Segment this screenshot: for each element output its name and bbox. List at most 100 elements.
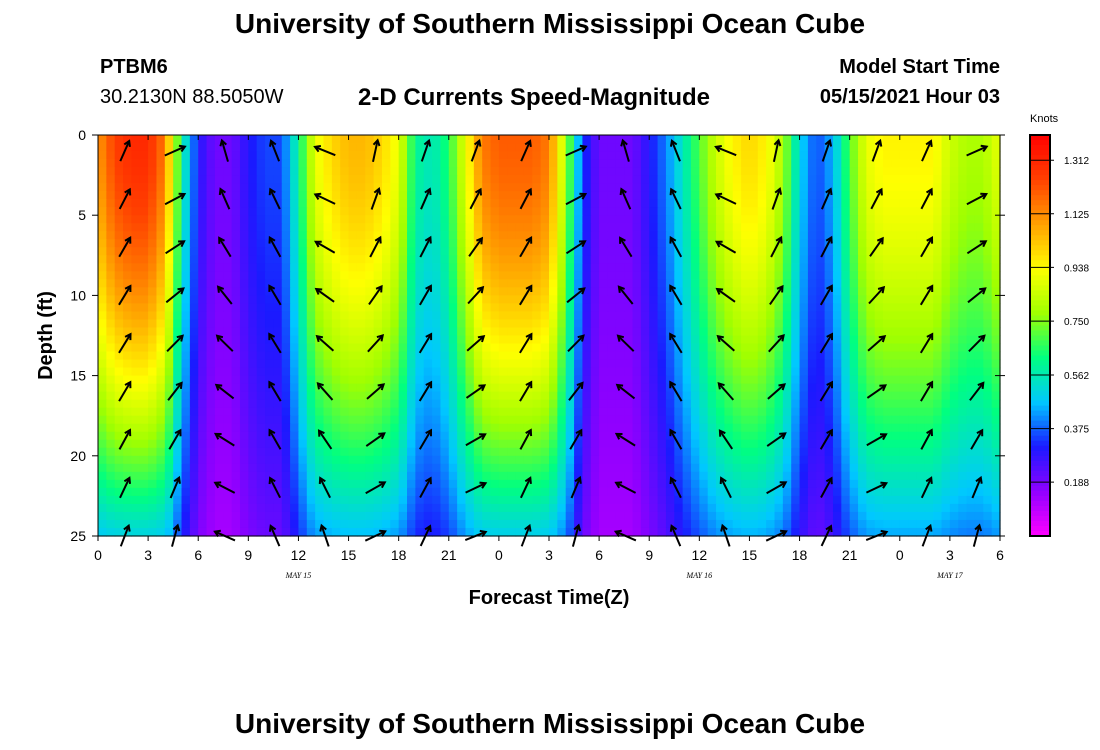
heat-cell [407,439,416,449]
heat-cell [173,351,183,361]
heat-cell [281,135,291,144]
heat-cell [732,271,742,280]
heat-cell [774,231,784,240]
heat-cell [724,407,734,417]
heat-cell [482,263,492,272]
heat-cell [883,207,893,216]
heat-cell [156,191,166,200]
heat-cell [949,463,959,473]
heat-cell [732,279,742,288]
heat-cell [432,383,442,393]
heat-cell [816,351,826,361]
heat-cell [690,359,700,369]
heat-cell [816,367,826,377]
heat-cell [807,439,817,449]
heat-cell [373,415,383,425]
heat-cell [206,439,216,449]
heat-cell [574,399,584,409]
heat-cell [181,191,191,200]
heat-cell [849,455,859,465]
heat-cell [949,271,959,280]
heat-cell [407,151,416,160]
heat-cell [373,495,383,505]
heat-cell [741,287,751,296]
heat-cell [98,463,107,473]
heat-cell [106,375,116,385]
heat-cell [432,247,442,256]
heat-cell [507,343,517,353]
heat-cell [899,263,909,272]
heat-cell [273,231,283,240]
heat-cell [432,207,442,216]
heat-cell [924,143,934,152]
heat-cell [858,255,867,264]
heat-cell [624,239,634,248]
heat-cell [624,287,634,296]
heat-cell [164,351,174,361]
heat-cell [306,447,316,457]
heat-cell [532,215,542,224]
heat-cell [239,143,249,152]
heat-cell [181,343,191,353]
heat-cell [574,183,584,192]
heat-cell [256,431,266,441]
heat-cell [574,455,584,465]
heat-cell [866,359,876,369]
heat-cell [983,367,993,377]
heat-cell [331,423,341,433]
heat-cell [356,207,366,216]
heat-cell [98,439,107,449]
heat-cell [849,375,859,385]
heat-cell [189,287,199,296]
heat-cell [682,231,692,240]
heat-cell [640,319,650,329]
heat-cell [974,487,984,497]
heat-cell [974,415,984,425]
heat-cell [657,135,667,144]
heat-cell [716,455,725,465]
heat-cell [507,263,517,272]
heat-cell [214,303,224,313]
heat-cell [256,367,266,377]
heat-cell [482,383,492,393]
heat-cell [749,327,759,337]
heat-cell [348,447,358,457]
heat-cell [799,271,809,280]
heat-cell [941,399,951,409]
heat-cell [724,215,734,224]
heat-cell [457,287,467,296]
heat-cell [883,447,893,457]
heat-cell [290,447,300,457]
heat-cell [482,359,492,369]
heat-cell [198,431,208,441]
heat-cell [198,351,208,361]
heat-cell [507,255,517,264]
heat-cell [490,375,500,385]
heat-cell [398,343,408,353]
heat-cell [148,327,158,337]
heat-cell [766,167,776,176]
heat-cell [949,391,959,401]
heat-cell [498,183,508,192]
heat-cell [415,295,425,305]
heat-cell [649,455,659,465]
heat-cell [966,303,976,313]
heat-cell [582,343,592,353]
heat-cell [440,375,450,385]
heat-cell [114,255,124,264]
heat-cell [106,271,116,280]
heat-cell [448,159,458,168]
heat-cell [340,351,350,361]
heat-cell [373,191,383,200]
heat-cell [198,455,208,465]
heat-cell [381,287,391,296]
heat-cell [974,319,984,329]
heat-cell [198,407,208,417]
heat-cell [899,255,909,264]
heat-cell [565,199,575,208]
heat-cell [858,399,867,409]
heat-cell [782,479,792,489]
heat-cell [974,391,984,401]
heat-cell [690,495,700,505]
heat-cell [465,263,475,272]
